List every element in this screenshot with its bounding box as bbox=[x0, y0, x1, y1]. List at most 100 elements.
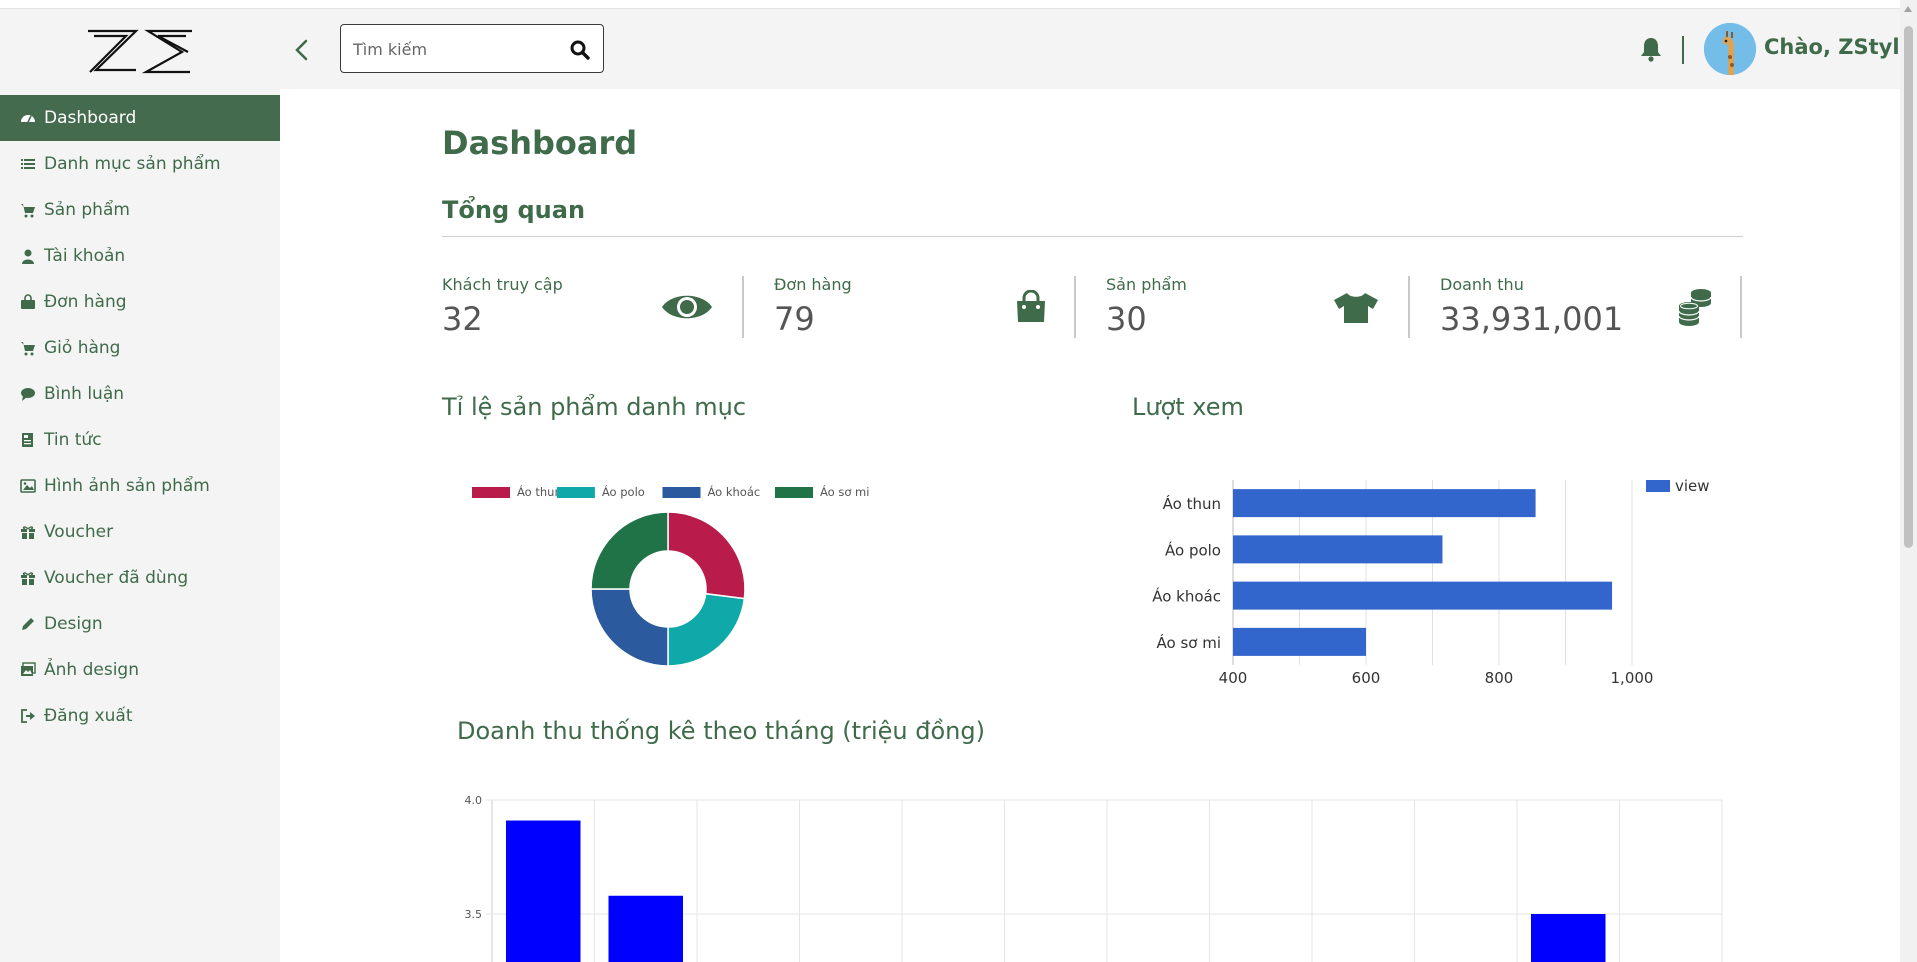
x-tick-label: 800 bbox=[1485, 669, 1514, 687]
sidebar-item-label: Voucher bbox=[44, 522, 114, 542]
sidebar-item-design-images[interactable]: Ảnh design bbox=[0, 647, 280, 693]
donut-slice bbox=[590, 511, 669, 590]
donut-chart-title: Tỉ lệ sản phẩm danh mục bbox=[442, 393, 747, 421]
view-bar bbox=[1233, 489, 1536, 518]
category-label: Áo polo bbox=[1165, 540, 1221, 559]
sidebar-item-label: Sản phẩm bbox=[44, 200, 130, 220]
shopping-bag-icon bbox=[1017, 290, 1045, 322]
sidebar-item-accounts[interactable]: Tài khoản bbox=[0, 233, 280, 279]
sidebar-item-label: Dashboard bbox=[44, 108, 137, 128]
stat-label: Sản phẩm bbox=[1106, 275, 1187, 294]
news-icon bbox=[22, 433, 33, 447]
sidebar-item-comments[interactable]: Bình luận bbox=[0, 371, 280, 417]
category-donut-chart: Áo thun Áo polo Áo khoác Áo sơ mi bbox=[472, 484, 869, 667]
sidebar-item-label: Tài khoản bbox=[44, 246, 126, 266]
x-tick-label: 1,000 bbox=[1611, 669, 1654, 687]
sidebar-item-voucher[interactable]: Voucher bbox=[0, 509, 280, 555]
revenue-bar bbox=[1531, 914, 1606, 962]
x-tick-label: 400 bbox=[1219, 669, 1248, 687]
stat-divider bbox=[1740, 276, 1742, 338]
stat-divider bbox=[1408, 276, 1410, 338]
eye-icon bbox=[662, 295, 712, 319]
x-tick-label: 600 bbox=[1352, 669, 1381, 687]
sidebar-item-used-voucher[interactable]: Voucher đã dùng bbox=[0, 555, 280, 601]
search-box bbox=[340, 24, 604, 73]
legend-label: Áo polo bbox=[602, 484, 645, 499]
legend-swatch bbox=[556, 487, 595, 498]
sidebar-item-label: Đơn hàng bbox=[44, 292, 127, 312]
donut-slice bbox=[667, 592, 746, 667]
legend-label: view bbox=[1675, 477, 1710, 495]
overview-divider bbox=[442, 236, 1743, 237]
legend-label: Áo khoác bbox=[708, 484, 761, 499]
dashboard-icon bbox=[21, 115, 35, 123]
sidebar-item-products[interactable]: Sản phẩm bbox=[0, 187, 280, 233]
donut-slice bbox=[667, 511, 746, 600]
y-tick-label: 4.0 bbox=[465, 794, 483, 807]
page-title: Dashboard bbox=[442, 124, 638, 162]
logout-icon bbox=[21, 709, 35, 723]
sidebar-item-orders[interactable]: Đơn hàng bbox=[0, 279, 280, 325]
overview-title: Tổng quan bbox=[442, 196, 586, 224]
category-label: Áo thun bbox=[1163, 494, 1221, 513]
legend-label: Áo sơ mi bbox=[820, 484, 869, 499]
search-icon[interactable] bbox=[568, 38, 592, 62]
stat-value: 33,931,001 bbox=[1440, 300, 1624, 338]
legend-swatch bbox=[662, 487, 701, 498]
cart-icon bbox=[21, 342, 35, 356]
sidebar-item-cart[interactable]: Giỏ hàng bbox=[0, 325, 280, 371]
images-icon bbox=[21, 662, 36, 676]
sidebar-item-label: Bình luận bbox=[44, 384, 125, 404]
cart-icon bbox=[21, 204, 35, 218]
stat-label: Doanh thu bbox=[1440, 275, 1524, 294]
comment-icon bbox=[21, 388, 35, 401]
search-input[interactable] bbox=[353, 37, 553, 61]
tshirt-icon bbox=[1334, 293, 1378, 323]
sidebar-item-design[interactable]: Design bbox=[0, 601, 280, 647]
coins-icon bbox=[1678, 289, 1712, 326]
scroll-up-arrow[interactable] bbox=[1904, 6, 1912, 12]
zs-logo[interactable] bbox=[86, 28, 194, 74]
sidebar-item-label: Tin tức bbox=[44, 430, 102, 450]
sidebar-item-label: Giỏ hàng bbox=[44, 338, 121, 358]
user-icon bbox=[22, 249, 34, 264]
y-tick-label: 3.5 bbox=[465, 908, 483, 921]
sidebar-item-label: Design bbox=[44, 614, 103, 634]
stat-value: 32 bbox=[442, 300, 483, 338]
donut-slice bbox=[590, 588, 669, 667]
bag-icon bbox=[21, 294, 35, 309]
sidebar-item-news[interactable]: Tin tức bbox=[0, 417, 280, 463]
sidebar-item-product-images[interactable]: Hình ảnh sản phẩm bbox=[0, 463, 280, 509]
views-bar-chart: Áo thun Áo polo Áo khoác Áo sơ mi 400 600 800 1… bbox=[1152, 477, 1710, 687]
top-bar: Chào, ZStyle bbox=[0, 0, 1914, 89]
views-chart-title: Lượt xem bbox=[1132, 393, 1244, 421]
stat-card-revenue: Doanh thu 33,931,001 bbox=[1440, 270, 1740, 338]
greeting-text[interactable]: Chào, ZStyle bbox=[1764, 35, 1914, 59]
revenue-chart-title: Doanh thu thống kê theo tháng (triệu đồn… bbox=[457, 717, 985, 745]
revenue-bar-chart: 4.0 3.5 bbox=[465, 794, 1723, 962]
sidebar-item-logout[interactable]: Đăng xuất bbox=[0, 693, 280, 739]
sidebar-item-categories[interactable]: Danh mục sản phẩm bbox=[0, 141, 280, 187]
sidebar-item-label: Danh mục sản phẩm bbox=[44, 154, 221, 174]
scroll-thumb[interactable] bbox=[1904, 26, 1913, 548]
chevron-left-icon[interactable] bbox=[290, 36, 314, 64]
page-scrollbar[interactable] bbox=[1900, 0, 1917, 962]
sidebar-item-label: Voucher đã dùng bbox=[44, 568, 189, 588]
category-label: Áo khoác bbox=[1152, 587, 1221, 606]
bell-icon[interactable] bbox=[1639, 36, 1663, 62]
pencil-icon bbox=[22, 618, 34, 630]
revenue-bar bbox=[608, 895, 683, 962]
view-bar bbox=[1233, 627, 1366, 656]
stat-label: Đơn hàng bbox=[774, 275, 852, 294]
revenue-bar bbox=[506, 820, 581, 962]
image-icon bbox=[20, 479, 36, 493]
view-bar bbox=[1233, 535, 1443, 564]
category-label: Áo sơ mi bbox=[1157, 633, 1221, 652]
sidebar-item-label: Ảnh design bbox=[44, 660, 139, 680]
avatar[interactable] bbox=[1704, 23, 1756, 75]
header-divider bbox=[1682, 36, 1684, 64]
legend-swatch bbox=[775, 487, 813, 498]
gift-icon bbox=[21, 526, 35, 539]
sidebar-item-dashboard[interactable]: Dashboard bbox=[0, 95, 280, 141]
sidebar-item-label: Đăng xuất bbox=[44, 706, 133, 726]
